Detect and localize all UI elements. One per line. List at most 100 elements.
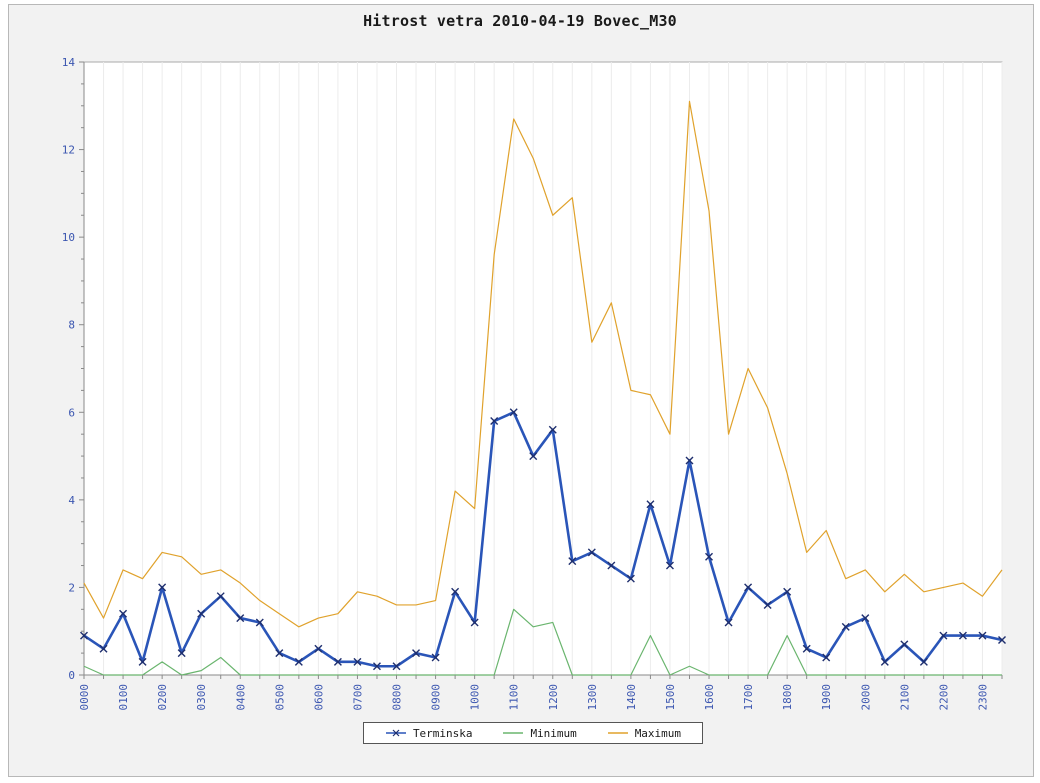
- legend-label: Minimum: [530, 726, 577, 740]
- data-point: [138, 657, 147, 666]
- data-point: [978, 631, 987, 640]
- marker-x-stroke: [568, 557, 577, 566]
- data-point: [529, 452, 538, 461]
- series-line-minimum: [83, 608, 1002, 676]
- data-point: [822, 653, 831, 662]
- data-point: [470, 618, 479, 627]
- x-tick-label: 0500: [273, 684, 286, 711]
- x-tick-label: 0100: [117, 684, 130, 711]
- data-point: [412, 649, 421, 658]
- marker-x-stroke: [275, 649, 284, 658]
- marker-x-stroke: [548, 425, 557, 434]
- marker-x-stroke: [451, 587, 460, 596]
- chart-title: Hitrost vetra 2010-04-19 Bovec_M30: [363, 12, 677, 30]
- x-tick-label: 0300: [195, 684, 208, 711]
- legend-swatch: [503, 732, 524, 734]
- marker-x-stroke: [822, 653, 831, 662]
- marker-x-stroke: [255, 618, 264, 627]
- marker-x-stroke: [177, 649, 186, 658]
- x-tick-label: 1600: [703, 684, 716, 711]
- data-point: [958, 631, 967, 640]
- x-tick-label: 1800: [781, 684, 794, 711]
- marker-x-stroke: [665, 561, 674, 570]
- x-tick-label: 0200: [156, 684, 169, 711]
- x-tick-label: 1000: [469, 684, 482, 711]
- x-tick-label: 2100: [898, 684, 911, 711]
- x-tick-label: 1400: [625, 684, 638, 711]
- series-line-maximum: [83, 100, 1003, 628]
- data-point: [783, 587, 792, 596]
- y-tick-label: 6: [68, 406, 75, 419]
- data-point: [998, 635, 1006, 644]
- data-point: [705, 552, 714, 561]
- legend-label: Terminska: [412, 726, 473, 740]
- data-point: [900, 640, 909, 649]
- data-point: [255, 618, 264, 627]
- marker-x-stroke: [372, 662, 381, 671]
- marker-x-stroke: [412, 649, 421, 658]
- x-tick-label: 0600: [312, 684, 325, 711]
- data-point: [880, 657, 889, 666]
- data-point: [626, 574, 635, 583]
- x-tick-label: 1300: [586, 684, 599, 711]
- data-point: [236, 614, 245, 623]
- marker-x-stroke: [646, 500, 655, 509]
- data-point: [119, 609, 128, 618]
- data-point: [744, 583, 753, 592]
- marker-x-stroke: [626, 574, 635, 583]
- marker-x-stroke: [939, 631, 948, 640]
- plot-area: [83, 61, 1003, 676]
- marker-x-stroke: [314, 644, 323, 653]
- marker-x-stroke: [294, 657, 303, 666]
- marker-x-stroke: [99, 644, 108, 653]
- marker-x-stroke: [353, 657, 362, 666]
- data-point: [646, 500, 655, 509]
- y-tick-label: 8: [68, 319, 75, 332]
- x-tick-label: 0700: [351, 684, 364, 711]
- x-axis-ticks: 0000 0100 0200 0300 0400 0500 0600 0700 0800 0900…: [78, 675, 1003, 711]
- data-point: [665, 561, 674, 570]
- data-point: [372, 662, 381, 671]
- legend-item-maximum: Maximum: [607, 727, 681, 740]
- marker-x-stroke: [158, 583, 167, 592]
- marker-x-stroke: [802, 644, 811, 653]
- data-point: [275, 649, 284, 658]
- x-tick-label: 0800: [391, 684, 404, 711]
- data-point: [568, 557, 577, 566]
- marker-x-stroke: [861, 614, 870, 623]
- data-point: [685, 456, 694, 465]
- marker-x-stroke: [607, 561, 616, 570]
- data-point: [158, 583, 167, 592]
- marker-x-stroke: [333, 657, 342, 666]
- marker-x-stroke: [763, 600, 772, 609]
- data-point: [548, 425, 557, 434]
- marker-x-stroke: [783, 587, 792, 596]
- y-tick-label: 12: [62, 144, 75, 157]
- marker-x-stroke: [587, 548, 596, 557]
- y-tick-label: 10: [62, 231, 75, 244]
- data-point: [861, 614, 870, 623]
- legend-swatch: [607, 732, 628, 734]
- y-tick-label: 4: [68, 494, 75, 507]
- data-point: [724, 618, 733, 627]
- data-point: [80, 631, 88, 640]
- marker-x-stroke: [216, 592, 225, 601]
- data-point: [451, 587, 460, 596]
- legend-item-terminska: Terminska: [385, 727, 473, 740]
- x-tick-label: 2000: [859, 684, 872, 711]
- data-point: [431, 653, 440, 662]
- data-point: [197, 609, 206, 618]
- marker-x-stroke: [880, 657, 889, 666]
- data-point: [216, 592, 225, 601]
- data-point: [919, 657, 928, 666]
- marker-x-stroke: [509, 408, 518, 417]
- data-point: [490, 417, 499, 426]
- data-point: [607, 561, 616, 570]
- marker-x-stroke: [138, 657, 147, 666]
- marker-x-stroke: [705, 552, 714, 561]
- x-tick-label: 1900: [820, 684, 833, 711]
- marker-x-stroke: [724, 618, 733, 627]
- y-tick-label: 0: [68, 669, 75, 682]
- y-tick-label: 14: [62, 56, 76, 69]
- chart-legend: Terminska Minimum Maximum: [363, 722, 703, 744]
